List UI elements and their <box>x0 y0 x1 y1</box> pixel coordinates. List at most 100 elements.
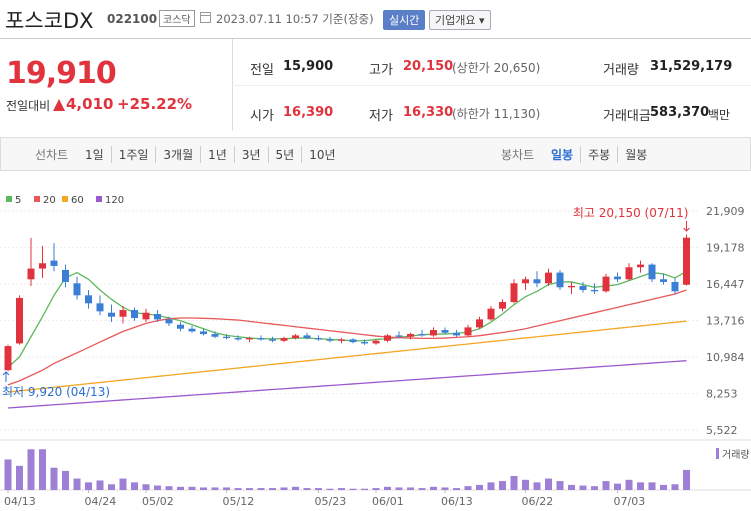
candle-period-tab[interactable]: 일봉 <box>551 148 574 162</box>
candle-body <box>154 314 161 320</box>
period-tab[interactable]: 1년 <box>200 146 234 163</box>
legend-swatch <box>6 196 12 202</box>
volume-bar <box>85 482 92 490</box>
volume-bar <box>96 480 104 490</box>
volume-bar <box>349 488 357 490</box>
candle-body <box>257 338 265 340</box>
candle-body <box>4 346 12 371</box>
candle-body <box>200 331 207 335</box>
legend-swatch <box>96 196 102 202</box>
period-tab[interactable]: 1일 <box>85 148 104 162</box>
timestamp: 2023.07.11 10:57 기준(장중) <box>216 12 374 26</box>
candle-body <box>119 310 127 317</box>
x-tick-label: 05/02 <box>142 495 174 508</box>
volume-bar <box>407 487 414 490</box>
volume-bar <box>211 487 219 490</box>
tab-bar <box>0 137 751 171</box>
candle-body <box>211 334 219 337</box>
y-tick-label: 13,716 <box>706 314 745 327</box>
volume-bar <box>246 488 253 490</box>
stat-label: 시가 <box>250 109 274 124</box>
volume-bar <box>418 488 426 490</box>
stat-label: 거래대금 <box>603 109 651 124</box>
candle-body <box>39 263 46 269</box>
candle-body <box>522 279 529 284</box>
volume-bar <box>303 488 311 490</box>
volume-bar <box>625 479 633 490</box>
divider <box>232 85 751 86</box>
candle-body <box>637 264 644 268</box>
candle-body <box>568 285 575 288</box>
stat-value: 31,529,179 <box>650 59 733 74</box>
volume-bar <box>671 484 679 490</box>
candle-period-tab[interactable]: 월봉 <box>617 146 654 163</box>
volume-bar <box>200 487 207 490</box>
x-tick-label: 06/01 <box>372 495 404 508</box>
volume-bar <box>683 469 690 490</box>
realtime-button[interactable]: 실시간 <box>383 10 426 30</box>
volume-bar <box>131 482 138 490</box>
candle-body <box>303 335 311 339</box>
candle-body <box>545 272 552 284</box>
volume-bar <box>660 484 667 490</box>
candle-body <box>361 342 368 344</box>
line-chart-tab[interactable]: 선차트 <box>35 148 69 162</box>
stock-name: 포스코DX <box>5 9 94 33</box>
volume-bar <box>73 478 81 490</box>
candle-period-tabs: 일봉 주봉 월봉 <box>544 146 654 163</box>
candle-body <box>96 303 104 312</box>
x-tick-label: 04/24 <box>85 495 117 508</box>
candle-body <box>579 285 587 290</box>
volume-bar <box>4 459 12 490</box>
volume-bar <box>142 484 150 490</box>
volume-bar <box>556 481 564 490</box>
candle-period-tab[interactable]: 주봉 <box>580 146 617 163</box>
volume-bar <box>280 487 288 490</box>
stat-unit: 백만 <box>708 108 731 122</box>
candle-body <box>499 301 506 309</box>
volume-bar <box>154 485 161 490</box>
volume-legend-label: 거래량 <box>722 449 750 461</box>
volume-bar <box>510 476 518 490</box>
volume-bar <box>257 488 265 490</box>
candle-body <box>349 339 357 343</box>
period-tab[interactable]: 1주일 <box>110 146 156 163</box>
candle-body <box>602 276 610 292</box>
low-annotation: 최저 9,920 (04/13) <box>2 385 110 399</box>
x-tick-label: 06/22 <box>522 495 554 508</box>
y-tick-label: 5,522 <box>706 424 738 437</box>
candle-body <box>384 335 391 341</box>
period-tab[interactable]: 10년 <box>301 146 342 163</box>
candle-body <box>614 276 621 280</box>
candle-body <box>372 340 380 344</box>
change-amount: 4,010 <box>66 95 114 113</box>
candle-body <box>142 312 150 320</box>
period-tab[interactable]: 5년 <box>267 146 302 163</box>
period-tab[interactable]: 3개월 <box>155 146 200 163</box>
candle-body <box>108 312 115 317</box>
moving-average-line <box>7 289 687 386</box>
period-tab[interactable]: 3년 <box>233 146 268 163</box>
market-badge: 코스닥 <box>159 10 195 27</box>
candle-body <box>280 338 288 341</box>
candle-body <box>165 319 173 324</box>
stat-label: 저가 <box>369 109 393 124</box>
volume-bar <box>315 488 322 490</box>
candle-chart-tab[interactable]: 봉차트 <box>501 148 535 162</box>
company-button[interactable]: 기업개요 ▾ <box>429 10 491 30</box>
candle-body <box>395 335 403 337</box>
high-annotation: 최고 20,150 (07/11) <box>573 206 689 220</box>
stat-label: 전일 <box>250 63 274 78</box>
x-tick-label: 04/13 <box>4 495 36 508</box>
volume-bar <box>188 486 196 490</box>
stat-value: 16,390 <box>283 105 334 120</box>
y-tick-label: 21,909 <box>706 205 745 218</box>
stat-value: 16,330 <box>403 105 454 120</box>
candle-body <box>418 334 426 336</box>
candle-body <box>625 267 633 280</box>
volume-bar <box>326 488 334 490</box>
volume-bar <box>614 483 621 490</box>
volume-bar <box>464 486 472 490</box>
legend-label: 5 <box>15 195 21 206</box>
